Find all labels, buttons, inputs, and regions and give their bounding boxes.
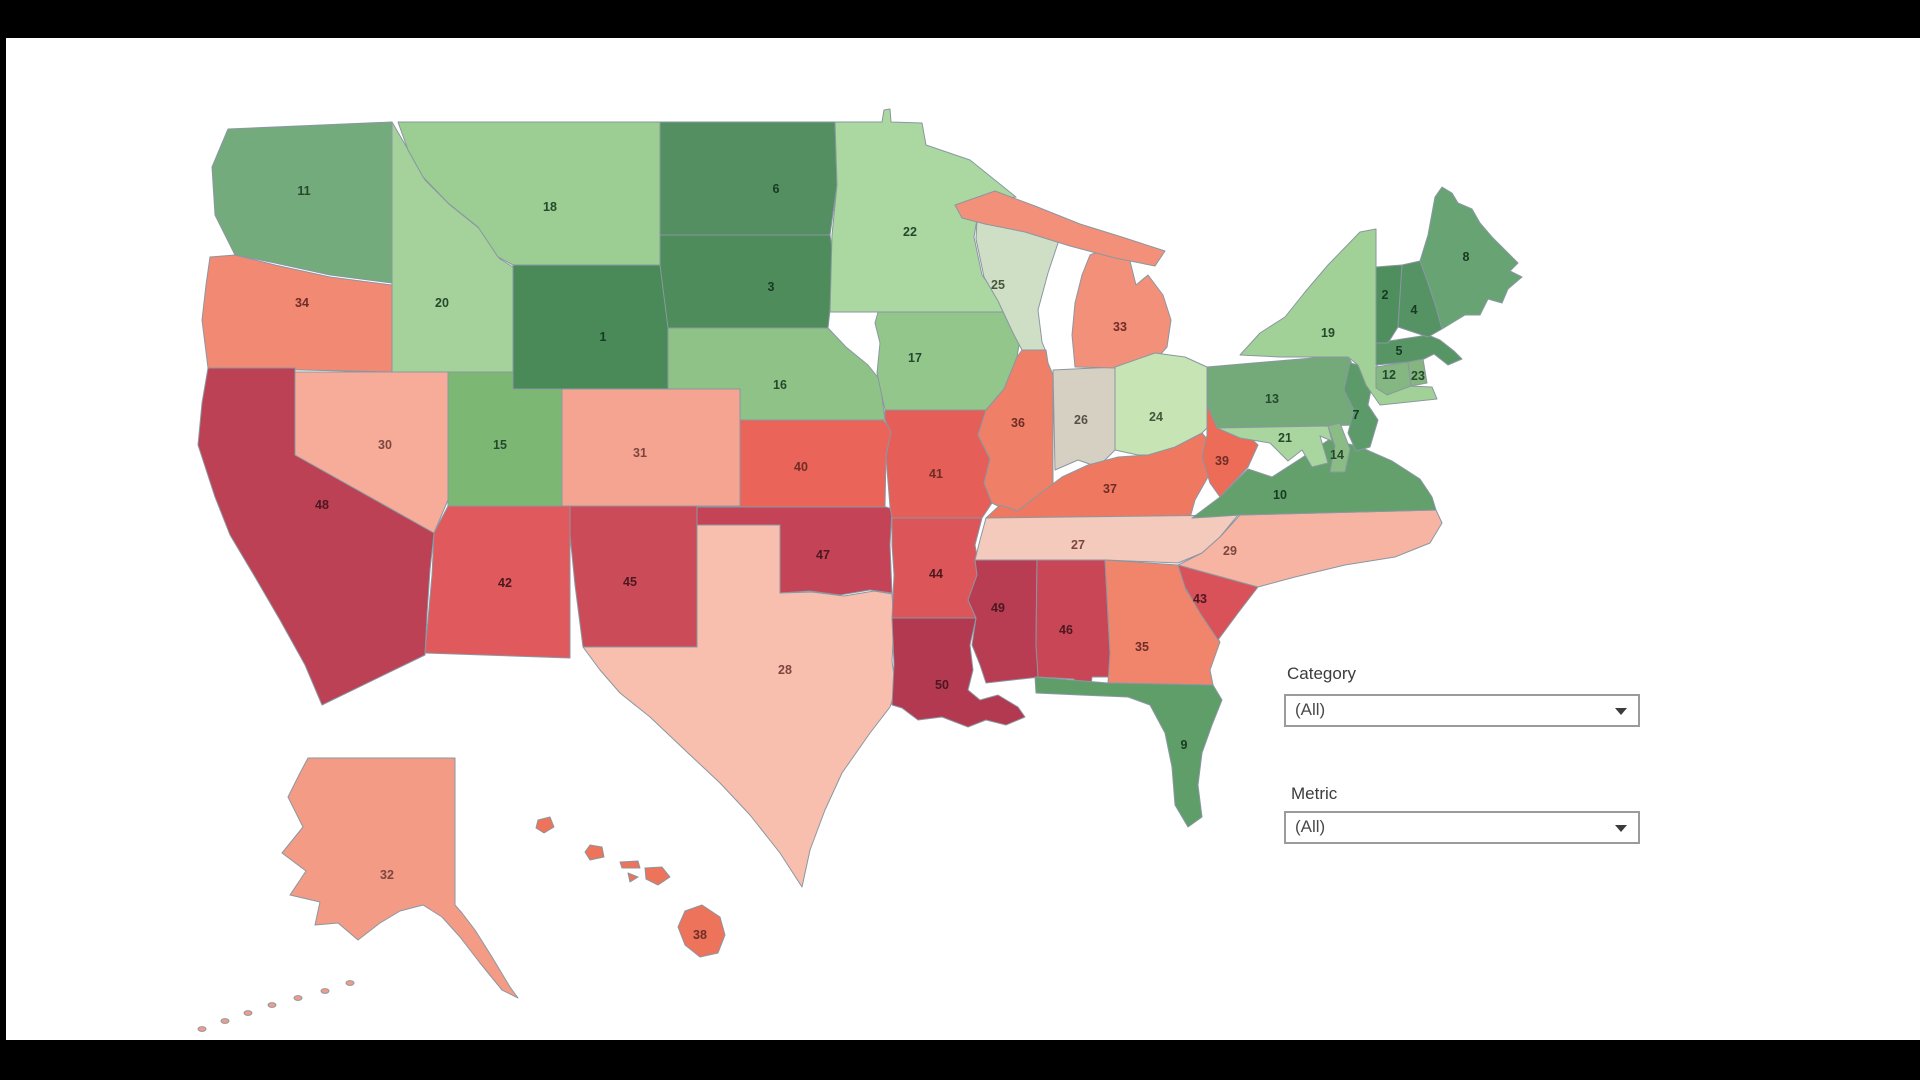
state-kentucky[interactable]: [985, 432, 1223, 519]
state-arkansas[interactable]: [891, 517, 983, 619]
alaska-aleutian-island[interactable]: [320, 988, 330, 994]
state-indiana[interactable]: [1052, 366, 1116, 471]
metric-filter-select[interactable]: (All): [1284, 811, 1640, 844]
state-florida[interactable]: [1034, 676, 1223, 828]
state-mississippi[interactable]: [967, 559, 1041, 684]
alaska-aleutian-island[interactable]: [345, 980, 355, 986]
letterbox-bottom: [0, 1040, 1920, 1080]
state-arizona[interactable]: [424, 505, 571, 659]
state-missouri[interactable]: [884, 409, 993, 519]
category-filter-select[interactable]: (All): [1284, 694, 1640, 727]
state-delaware[interactable]: [1327, 422, 1351, 473]
alaska-aleutian-island[interactable]: [197, 1026, 207, 1032]
state-louisiana[interactable]: [891, 617, 1026, 728]
state-rhode-island[interactable]: [1407, 358, 1428, 387]
state-michigan-upper-peninsula[interactable]: [954, 190, 1166, 267]
alaska-aleutian-island[interactable]: [243, 1010, 253, 1016]
state-vermont[interactable]: [1375, 264, 1403, 344]
hawaii-lanai[interactable]: [627, 872, 639, 883]
state-alabama[interactable]: [1035, 559, 1113, 696]
state-tennessee[interactable]: [974, 514, 1239, 564]
hawaii-oahu[interactable]: [584, 844, 605, 861]
category-filter-label: Category: [1287, 664, 1356, 683]
state-north-carolina[interactable]: [1177, 509, 1443, 588]
state-maryland[interactable]: [1216, 425, 1333, 468]
state-south-dakota[interactable]: [659, 234, 836, 329]
alaska-aleutian-island[interactable]: [293, 995, 303, 1001]
hawaii-big-island[interactable]: [677, 904, 726, 958]
letterbox-left: [0, 38, 6, 1040]
metric-filter-value: (All): [1295, 817, 1326, 836]
state-colorado[interactable]: [561, 388, 741, 507]
dropdown-arrow-icon: [1615, 708, 1627, 715]
state-new-mexico[interactable]: [569, 505, 698, 648]
hawaii-maui[interactable]: [644, 866, 671, 886]
state-massachusetts[interactable]: [1375, 334, 1463, 366]
state-alaska[interactable]: [281, 757, 519, 999]
state-maine[interactable]: [1419, 186, 1523, 330]
dashboard-canvas: 11 34 48 30 20 15 42 18 1 31 45 6 3 16 4…: [6, 38, 1920, 1040]
state-virginia[interactable]: [1191, 438, 1437, 519]
state-washington[interactable]: [211, 121, 393, 284]
letterbox-top: [0, 0, 1920, 38]
state-texas[interactable]: [582, 524, 897, 888]
hawaii-kauai[interactable]: [535, 816, 555, 834]
alaska-aleutian-island[interactable]: [220, 1018, 230, 1024]
us-choropleth-map: 11 34 48 30 20 15 42 18 1 31 45 6 3 16 4…: [197, 108, 1523, 1032]
state-utah[interactable]: [447, 371, 563, 507]
hawaii-molokai[interactable]: [619, 860, 641, 869]
state-kansas[interactable]: [739, 419, 893, 508]
metric-filter-label: Metric: [1291, 784, 1338, 803]
state-wyoming[interactable]: [512, 264, 669, 390]
dropdown-arrow-icon: [1615, 825, 1627, 832]
category-filter-value: (All): [1295, 700, 1326, 719]
state-pennsylvania[interactable]: [1206, 354, 1361, 429]
alaska-aleutian-island[interactable]: [267, 1002, 277, 1008]
state-north-dakota[interactable]: [659, 121, 838, 236]
state-nebraska[interactable]: [667, 327, 886, 421]
